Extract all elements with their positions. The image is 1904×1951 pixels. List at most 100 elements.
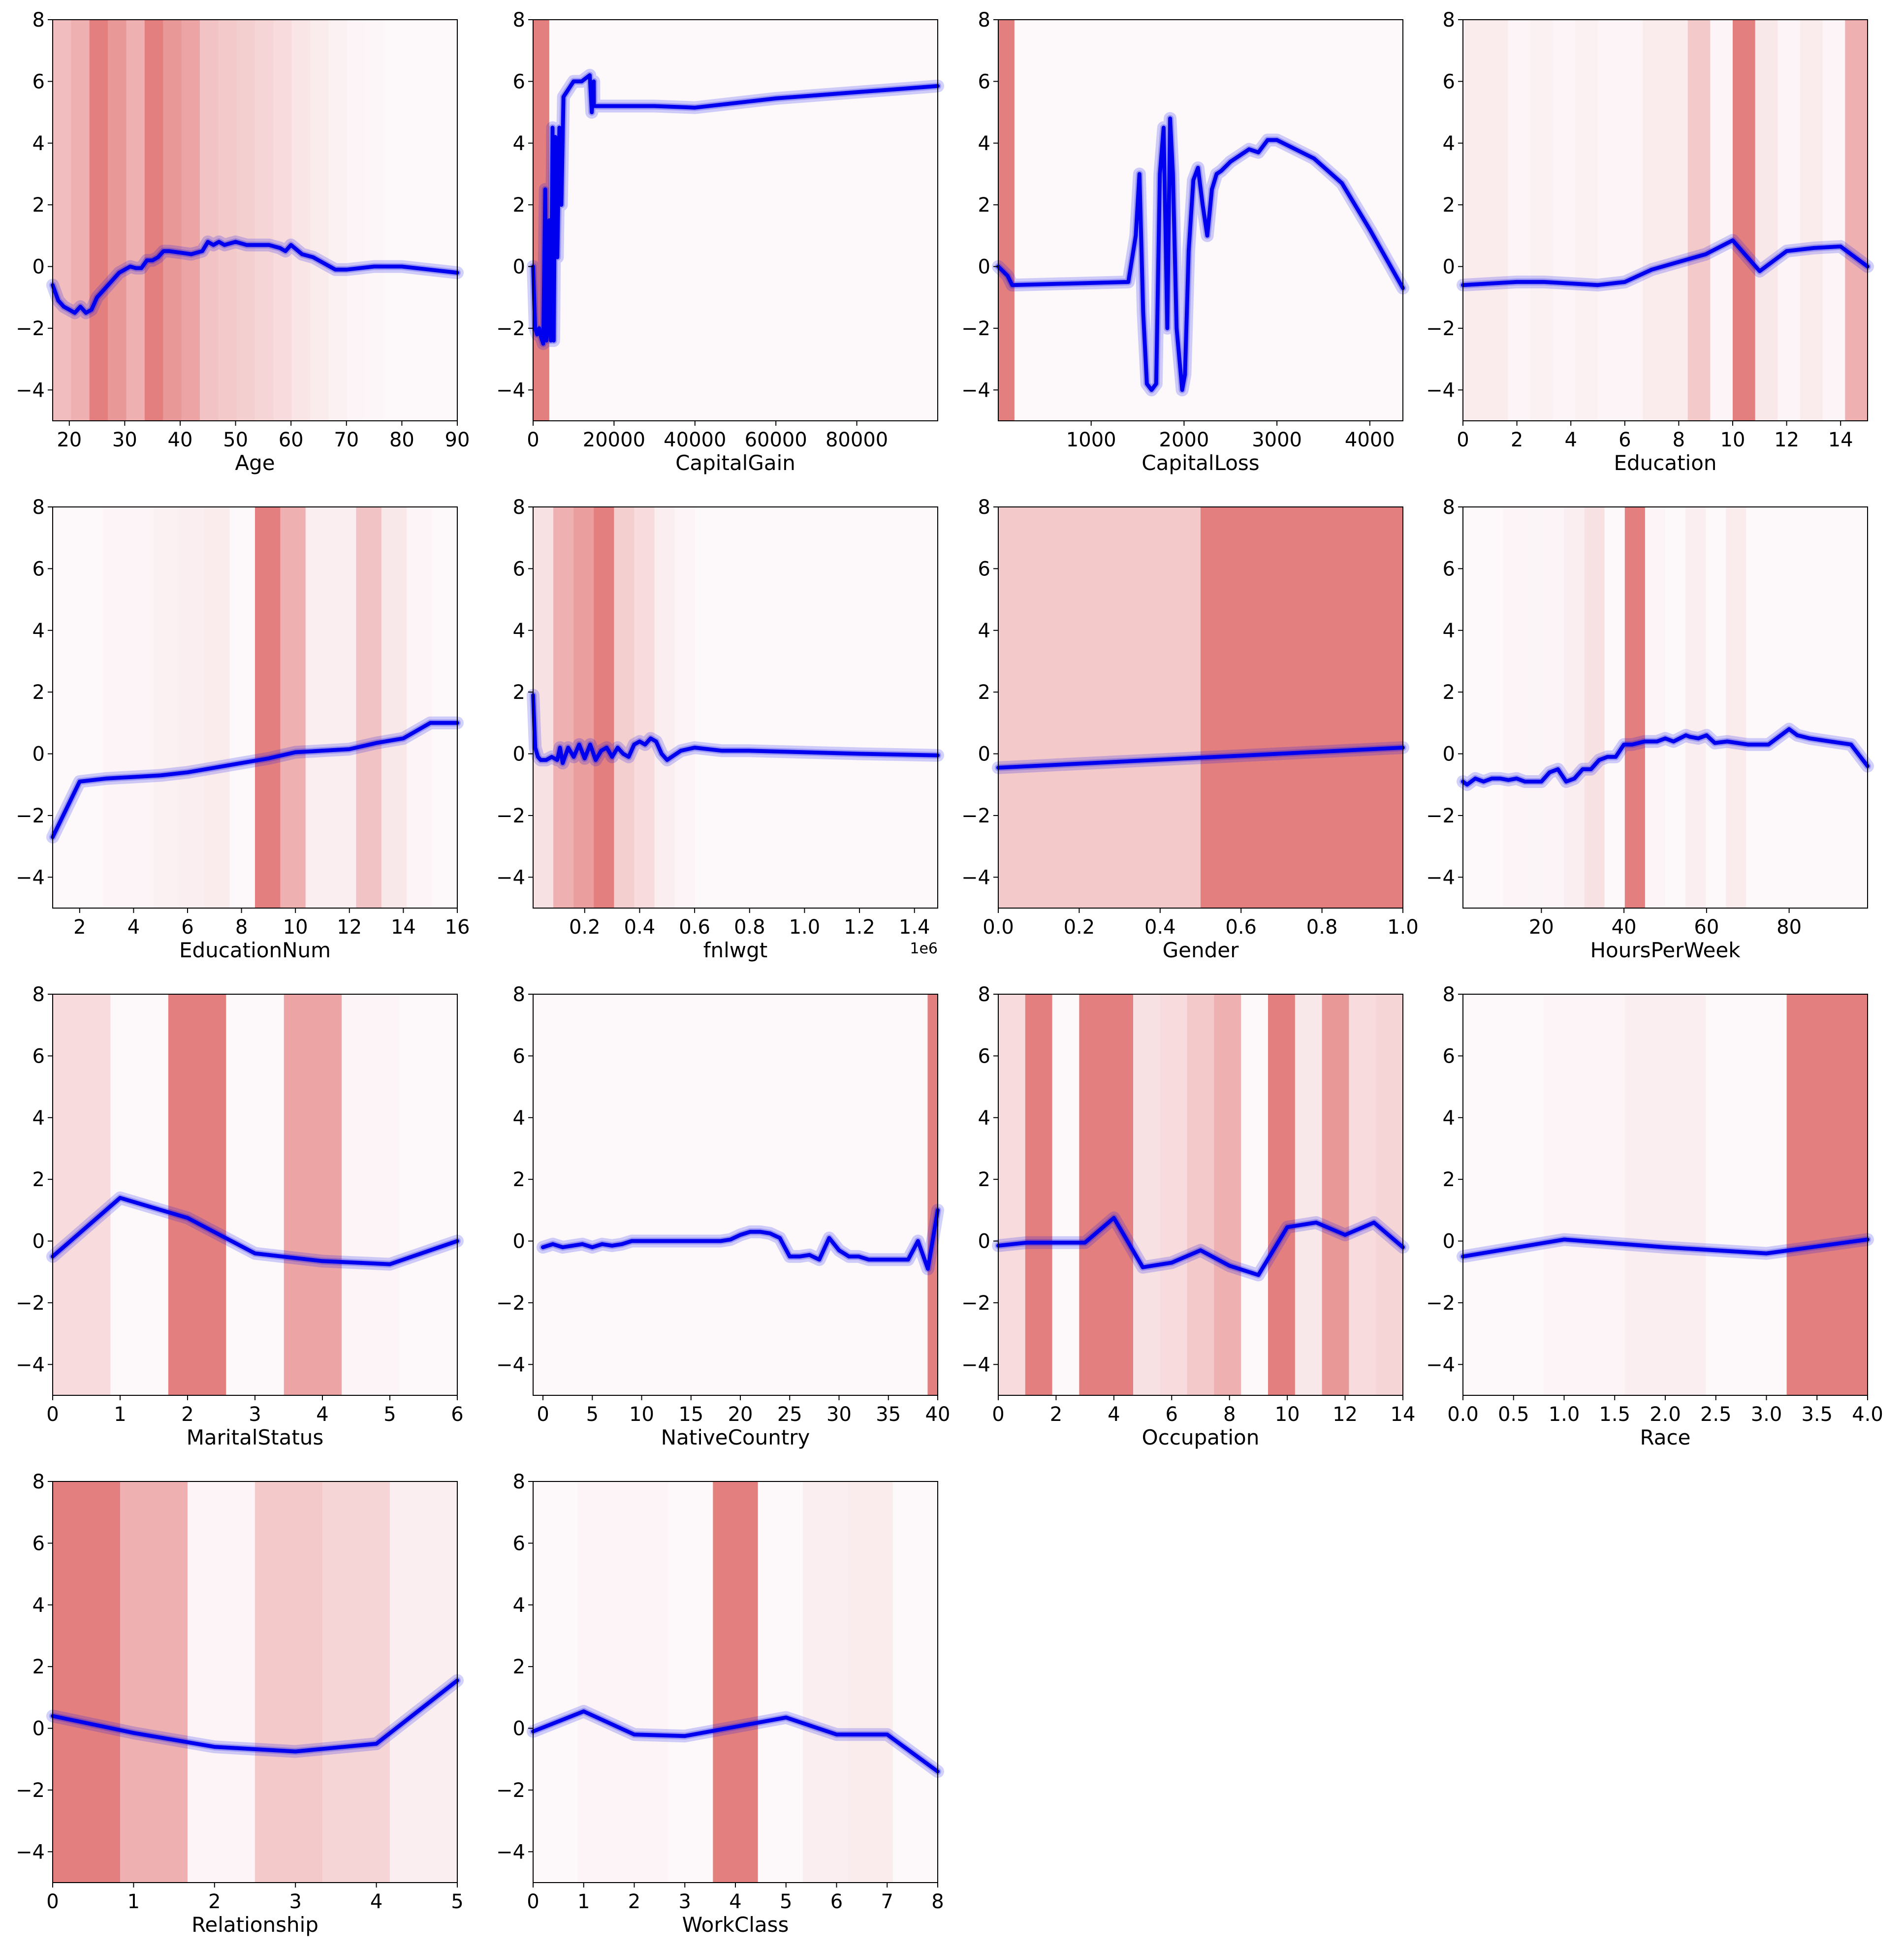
y-tick-label: 2 — [1443, 681, 1455, 704]
importance-band — [630, 20, 647, 421]
importance-band — [998, 994, 1026, 1395]
importance-band — [654, 507, 675, 908]
importance-band — [533, 507, 554, 908]
importance-band — [1322, 994, 1349, 1395]
importance-band — [792, 20, 809, 421]
importance-band — [756, 507, 776, 908]
y-tick-label: −4 — [1426, 1353, 1455, 1376]
x-axis-label: Gender — [1163, 938, 1239, 962]
importance-band — [1014, 20, 1031, 421]
subplot-race: −4 −2 0 2 4 6 8 0.0 0.5 1.0 1.5 2.0 2.5 3.0 3.5 4.0 Race — [1426, 983, 1883, 1449]
importance-band — [1710, 20, 1733, 421]
y-tick-label: −2 — [1426, 317, 1455, 340]
importance-band — [1295, 994, 1323, 1395]
importance-band — [927, 994, 938, 1395]
importance-band — [877, 507, 898, 908]
importance-band — [1047, 20, 1064, 421]
y-tick-label: −2 — [496, 805, 525, 827]
importance-band — [53, 507, 78, 908]
importance-band — [126, 20, 145, 421]
importance-band — [1523, 507, 1544, 908]
importance-band — [695, 994, 705, 1395]
importance-band — [1827, 507, 1848, 908]
y-tick-label: 6 — [32, 1045, 45, 1068]
importance-band — [1376, 994, 1403, 1395]
importance-band — [917, 507, 938, 908]
importance-band — [758, 1481, 803, 1883]
importance-band — [1598, 20, 1621, 421]
x-tick-label: 0 — [527, 1890, 539, 1913]
subplot-occupation: −4 −2 0 2 4 6 8 0 2 4 6 8 10 12 14 Occupation — [961, 983, 1415, 1449]
importance-band — [715, 507, 736, 908]
plot-frame — [998, 994, 1403, 1396]
y-tick-label: 6 — [513, 558, 525, 580]
y-tick-label: 4 — [32, 1107, 45, 1130]
importance-band — [715, 994, 726, 1395]
importance-band — [53, 20, 71, 421]
importance-band — [998, 20, 1015, 421]
y-tick-label: 0 — [32, 1718, 45, 1740]
importance-band — [1241, 20, 1258, 421]
importance-band — [614, 20, 631, 421]
y-tick-label: 6 — [1443, 70, 1455, 93]
x-tick-label: 8 — [1223, 1403, 1236, 1426]
y-tick-label: 2 — [513, 1656, 525, 1678]
importance-band — [402, 20, 421, 421]
importance-band — [1530, 20, 1554, 421]
importance-band — [1463, 507, 1484, 908]
x-tick-label: 2.5 — [1700, 1403, 1732, 1426]
y-tick-label: 2 — [978, 1168, 990, 1191]
y-tick-label: 0 — [513, 1230, 525, 1253]
importance-band — [857, 994, 867, 1395]
importance-band — [857, 20, 874, 421]
importance-band — [1575, 20, 1598, 421]
y-tick-label: −4 — [1426, 866, 1455, 889]
x-tick-label: 12 — [1333, 1403, 1358, 1426]
importance-band — [685, 994, 696, 1395]
y-tick-label: 0 — [513, 743, 525, 766]
y-tick-label: −2 — [496, 1779, 525, 1802]
importance-band — [646, 20, 663, 421]
y-tick-label: 2 — [32, 194, 45, 217]
importance-band — [727, 20, 744, 421]
y-tick-label: −4 — [16, 866, 45, 889]
x-tick-label: 1.0 — [1549, 1403, 1580, 1426]
mean-curve — [51, 1678, 459, 1754]
importance-band — [1807, 507, 1828, 908]
x-tick-label: 40 — [925, 1403, 951, 1426]
importance-band — [53, 1481, 121, 1883]
importance-band — [654, 994, 665, 1395]
y-tick-label: 0 — [1443, 743, 1455, 766]
x-tick-label: 0.0 — [983, 916, 1014, 939]
x-tick-label: 2 — [1050, 1403, 1062, 1426]
x-tick-label: 1 — [577, 1890, 590, 1913]
y-tick-label: 2 — [1443, 1168, 1455, 1191]
importance-band — [735, 994, 746, 1395]
importance-band — [280, 507, 306, 908]
importance-band — [1624, 507, 1646, 908]
importance-band — [1847, 507, 1868, 908]
x-axis-label: Relationship — [191, 1913, 318, 1937]
y-tick-label: 2 — [978, 194, 990, 217]
importance-band — [1133, 994, 1161, 1395]
importance-band — [356, 507, 382, 908]
importance-band — [383, 20, 403, 421]
importance-band — [273, 20, 292, 421]
x-tick-label: 15 — [678, 1403, 703, 1426]
x-axis-label: Age — [235, 451, 275, 475]
importance-band — [407, 507, 433, 908]
y-tick-label: 4 — [978, 1107, 990, 1130]
x-tick-label: 20 — [57, 429, 82, 451]
importance-band — [78, 507, 104, 908]
importance-band — [342, 994, 400, 1395]
y-tick-label: 8 — [32, 9, 45, 31]
importance-band — [644, 994, 655, 1395]
x-tick-label: 3 — [679, 1890, 691, 1913]
importance-band — [887, 994, 898, 1395]
importance-band — [1273, 20, 1290, 421]
importance-band — [678, 20, 696, 421]
importance-band — [1225, 20, 1241, 421]
importance-band — [634, 994, 645, 1395]
x-tick-label: 3.0 — [1751, 1403, 1782, 1426]
importance-band — [1687, 20, 1711, 421]
